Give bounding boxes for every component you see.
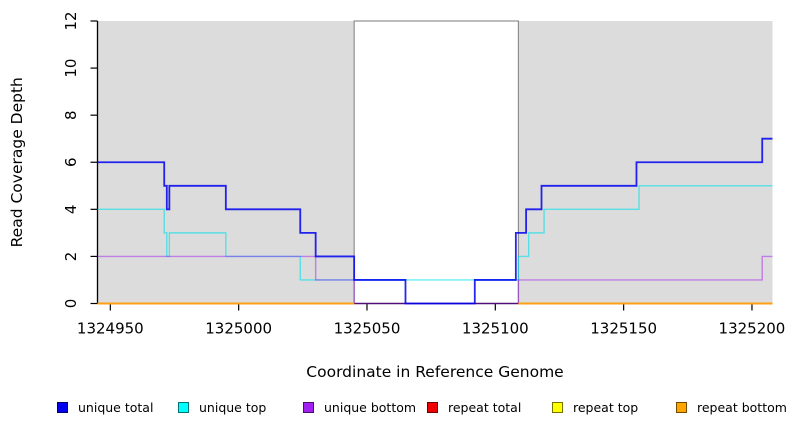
x-tick-label: 1324950 xyxy=(77,320,144,338)
y-tick-label: 12 xyxy=(62,11,80,30)
y-tick-label: 4 xyxy=(62,205,80,215)
series-line-unique-total xyxy=(97,137,773,305)
x-axis-title: Coordinate in Reference Genome xyxy=(306,363,563,381)
x-tick-label: 1325200 xyxy=(719,320,786,338)
series-line-unique-top xyxy=(97,185,773,281)
y-tick-label: 0 xyxy=(62,299,80,309)
y-tick-label: 6 xyxy=(62,157,80,167)
unique-region-gap xyxy=(353,20,520,305)
x-tick-label: 1325000 xyxy=(205,320,272,338)
x-tick-label: 1325100 xyxy=(462,320,529,338)
x-tick-label: 1325150 xyxy=(590,320,657,338)
y-tick-label: 2 xyxy=(62,252,80,262)
y-axis-title: Read Coverage Depth xyxy=(8,77,26,247)
y-tick-label: 10 xyxy=(62,59,80,78)
y-tick-label: 8 xyxy=(62,110,80,120)
x-tick-label: 1325050 xyxy=(334,320,401,338)
